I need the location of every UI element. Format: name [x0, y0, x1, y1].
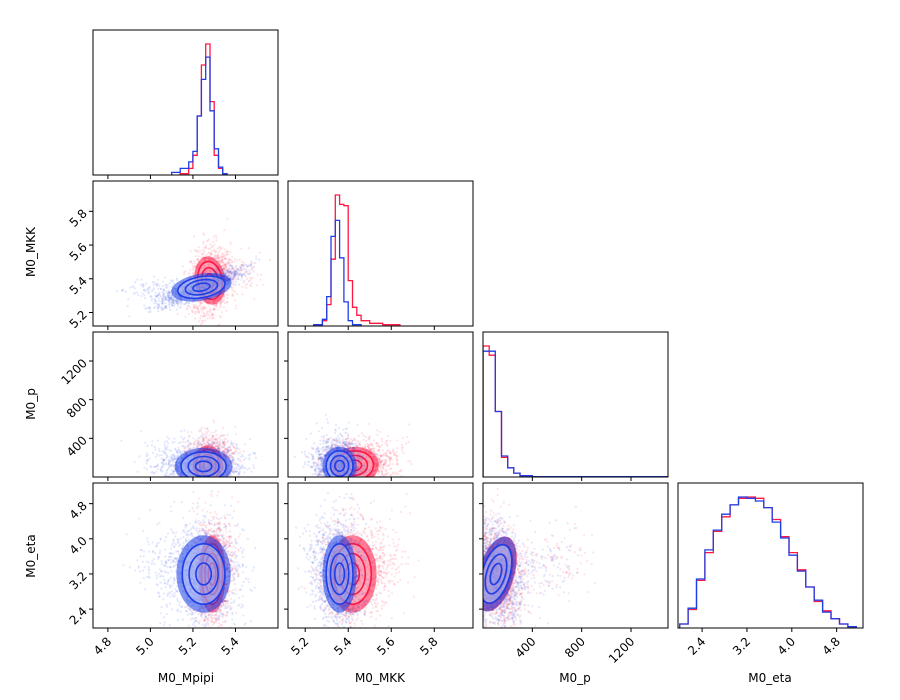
panel-content — [295, 491, 420, 628]
panel-frame — [677, 482, 864, 629]
panel-frame — [92, 180, 279, 327]
contour-blue — [329, 552, 350, 596]
panel-content — [483, 488, 597, 628]
contour-blue — [187, 455, 220, 477]
panel-content — [116, 217, 271, 326]
contour-blue — [484, 553, 508, 595]
panel-content — [313, 194, 401, 326]
xlabel-m0-mkk: M0_MKK — [355, 671, 406, 685]
xlabel-m0-mpipi: M0_Mpipi — [158, 671, 214, 685]
contour-blue — [192, 282, 211, 293]
panel-m0-mkk-vs-m0-mkk — [287, 180, 474, 330]
contour-blue — [180, 451, 227, 477]
contour-blue — [334, 562, 346, 586]
hist-line-blue-m0-mkk — [313, 219, 362, 326]
density-core-blue — [322, 535, 357, 613]
ylabel-m0-mkk: M0_MKK — [24, 226, 38, 277]
density-core-blue — [176, 535, 231, 613]
panel-content — [171, 43, 228, 175]
panel-m0-mpipi-vs-m0-mpipi — [92, 29, 279, 179]
ylabel-m0-eta: M0_eta — [24, 534, 38, 577]
hist-line-blue-m0-mpipi — [171, 56, 228, 175]
contour-blue — [195, 562, 213, 586]
contour-blue — [334, 459, 346, 473]
panel-frame — [287, 482, 474, 629]
density-core-blue — [483, 536, 517, 612]
panel-frame — [92, 482, 279, 629]
panel-frame — [92, 331, 279, 478]
hist-line-red-m0-mpipi — [179, 43, 228, 175]
hist-line-blue-m0-p — [483, 350, 668, 477]
panel-m0-p-vs-m0-p — [482, 331, 669, 481]
panel-m0-eta-vs-m0-mkk: 5.2 5.4 5.6 5.8 — [284, 482, 474, 658]
panel-frame — [482, 482, 669, 629]
panel-frame — [482, 331, 669, 478]
panel-frame — [92, 29, 279, 176]
panel-content — [679, 496, 857, 628]
panel-content — [293, 413, 413, 477]
density-core-blue — [171, 272, 232, 302]
panel-m0-p-vs-m0-mkk — [284, 331, 474, 481]
panel-m0-mkk-vs-m0-mpipi: 5.25.45.65.8 — [67, 180, 279, 331]
hist-line-blue-m0-eta — [679, 496, 857, 628]
ylabel-m0-p: M0_p — [24, 388, 38, 420]
xlabel-m0-eta: M0_eta — [748, 671, 791, 685]
panel-content — [120, 419, 278, 477]
panel-content — [122, 483, 257, 628]
contour-blue — [483, 543, 513, 604]
contour-blue — [188, 552, 219, 596]
contour-blue — [184, 278, 219, 296]
contour-blue — [177, 275, 226, 300]
xlabel-m0-p: M0_p — [559, 671, 591, 685]
panel-content — [483, 345, 668, 477]
contour-blue — [325, 450, 354, 477]
panel-frame — [287, 331, 474, 478]
contour-blue — [489, 562, 503, 586]
contour-blue — [194, 460, 213, 473]
panel-m0-eta-vs-m0-mpipi: 4.8 5.0 5.2 5.42.43.24.04.8 — [67, 482, 279, 658]
labels-layer: M0_Mpipi M0_MKK M0_p M0_eta M0_MKK M0_p … — [24, 226, 792, 685]
contour-blue — [329, 454, 350, 477]
panel-frame — [287, 180, 474, 327]
